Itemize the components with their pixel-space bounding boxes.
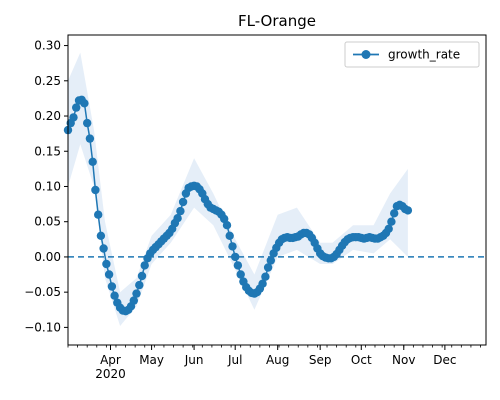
growth-rate-point <box>69 113 78 122</box>
growth-rate-point <box>140 261 149 270</box>
growth-rate-point <box>132 289 141 298</box>
legend: growth_rate <box>344 41 480 68</box>
y-tick-label: −0.10 <box>24 320 61 334</box>
y-tick-label: 0.30 <box>34 39 61 53</box>
growth-rate-point <box>94 210 103 219</box>
growth-rate-point <box>222 221 232 230</box>
growth-rate-line <box>67 98 409 312</box>
growth-rate-point <box>96 231 106 240</box>
growth-rate-point <box>258 279 267 288</box>
growth-rate-point <box>403 206 413 215</box>
growth-rate-point <box>107 282 117 291</box>
growth-rate-point <box>220 214 229 224</box>
growth-rate-point <box>83 118 92 128</box>
growth-rate-point <box>102 259 111 269</box>
growth-rate-point <box>72 103 81 112</box>
growth-rate-point <box>91 185 100 195</box>
plot-area-frame <box>67 34 487 346</box>
growth-rate-point <box>104 270 114 279</box>
growth-rate-point <box>99 244 108 253</box>
x-tick-label: Jun <box>184 353 204 367</box>
growth-rate-point <box>80 99 89 108</box>
growth-rate-point <box>225 231 234 240</box>
growth-rate-point <box>384 224 393 233</box>
growth-rate-point <box>176 206 185 216</box>
legend-label: growth_rate <box>388 48 460 62</box>
confidence-band-layer <box>68 52 408 326</box>
x-tick-sublabel: 2020 <box>95 367 126 381</box>
growth-rate-point <box>178 197 188 207</box>
y-axis: −0.10 −0.05 0.00 0.05 0.10 0.15 0.20 0.25 0.30 <box>24 39 68 334</box>
growth-rate-point <box>135 280 144 290</box>
growth-rate-point <box>266 256 275 265</box>
growth-rate-point <box>263 263 273 272</box>
x-tick-label: Oct <box>351 353 372 367</box>
legend-marker-swatch <box>361 50 371 59</box>
growth-rate-point <box>85 134 95 143</box>
x-tick-label: May <box>139 353 164 367</box>
growth-rate-point <box>236 270 245 279</box>
x-tick-label: Aug <box>266 353 289 367</box>
y-tick-label: −0.05 <box>24 285 61 299</box>
y-tick-label: 0.15 <box>34 144 61 158</box>
growth-rate-point <box>228 242 237 251</box>
growth-rate-point <box>231 252 240 262</box>
growth-rate-point <box>261 272 270 281</box>
x-tick-label: Apr <box>100 353 121 367</box>
confidence-band <box>68 52 408 326</box>
growth-rate-point <box>387 217 396 226</box>
y-tick-label: 0.25 <box>34 74 61 88</box>
chart-title: FL-Orange <box>238 12 316 30</box>
y-tick-label: 0.05 <box>34 215 61 229</box>
x-tick-label: Jul <box>227 353 242 367</box>
growth-rate-point <box>129 296 138 305</box>
growth-rate-point <box>137 271 147 281</box>
growth-rate-point <box>390 209 399 218</box>
x-tick-label: Dec <box>433 353 456 367</box>
growth-rate-point <box>88 157 97 166</box>
growth-rate-point <box>110 291 119 300</box>
y-tick-label: 0.20 <box>34 109 61 123</box>
growth-rate-point <box>173 214 182 223</box>
legend-box <box>344 41 480 68</box>
y-tick-label: 0.10 <box>34 179 61 193</box>
series-layer <box>63 95 413 316</box>
x-tick-label: Nov <box>392 353 415 367</box>
growth-rate-point <box>233 261 243 270</box>
x-tick-label: Sep <box>309 353 332 367</box>
y-tick-label: 0.00 <box>34 250 61 264</box>
